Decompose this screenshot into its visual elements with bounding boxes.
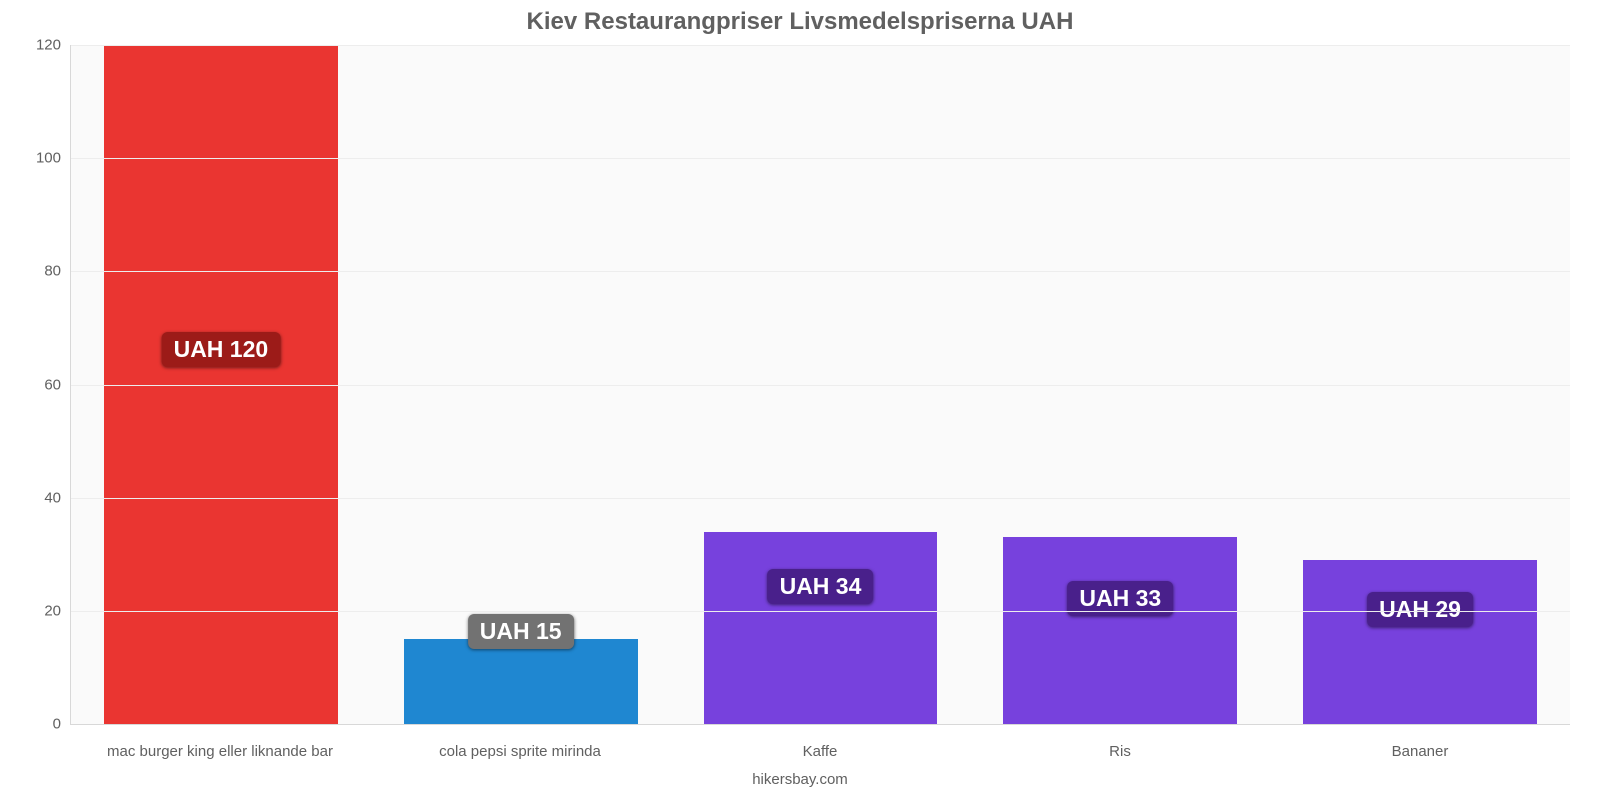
- x-axis-labels: mac burger king eller liknande barcola p…: [70, 743, 1570, 760]
- bar: UAH 29: [1303, 560, 1537, 724]
- chart-footer: hikersbay.com: [0, 771, 1600, 788]
- value-badge: UAH 34: [768, 569, 874, 604]
- bar: UAH 34: [704, 532, 938, 724]
- x-label: Ris: [970, 743, 1270, 760]
- y-tick-label: 0: [53, 716, 71, 733]
- gridline: [71, 611, 1570, 612]
- x-label: mac burger king eller liknande bar: [70, 743, 370, 760]
- bar: UAH 33: [1003, 537, 1237, 724]
- gridline: [71, 385, 1570, 386]
- gridline: [71, 498, 1570, 499]
- x-label: Bananer: [1270, 743, 1570, 760]
- x-label: cola pepsi sprite mirinda: [370, 743, 670, 760]
- value-badge: UAH 15: [468, 614, 574, 649]
- y-tick-label: 120: [36, 37, 71, 54]
- chart-title: Kiev Restaurangpriser Livsmedelspriserna…: [0, 8, 1600, 36]
- y-tick-label: 100: [36, 150, 71, 167]
- y-tick-label: 20: [44, 602, 71, 619]
- y-tick-label: 80: [44, 263, 71, 280]
- value-badge: UAH 29: [1367, 592, 1473, 627]
- bar: UAH 15: [404, 639, 638, 724]
- value-badge: UAH 120: [162, 332, 281, 367]
- gridline: [71, 158, 1570, 159]
- gridline: [71, 271, 1570, 272]
- y-tick-label: 40: [44, 489, 71, 506]
- plot-area: UAH 120UAH 15UAH 34UAH 33UAH 29 02040608…: [70, 45, 1570, 725]
- chart-stage: Kiev Restaurangpriser Livsmedelspriserna…: [0, 0, 1600, 800]
- gridline: [71, 45, 1570, 46]
- x-label: Kaffe: [670, 743, 970, 760]
- y-tick-label: 60: [44, 376, 71, 393]
